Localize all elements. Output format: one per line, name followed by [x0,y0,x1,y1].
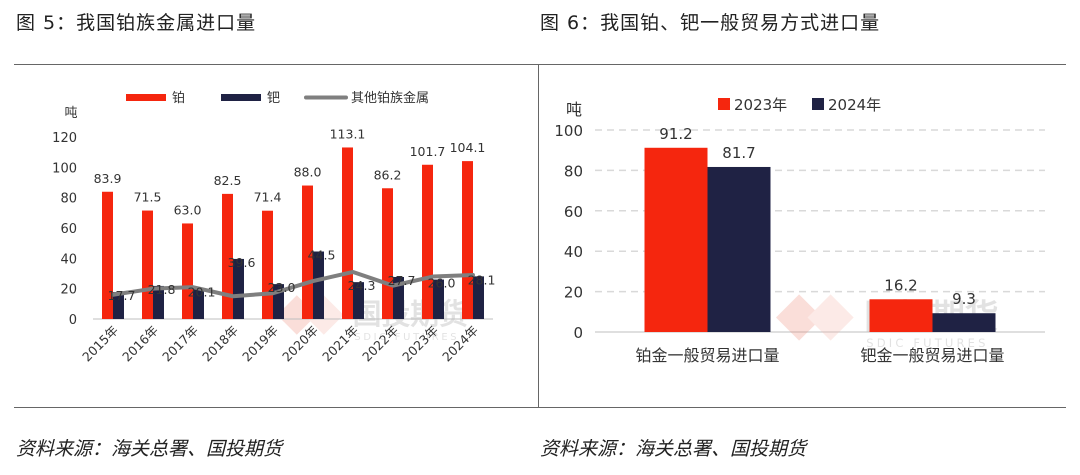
bar-palladium [233,258,244,319]
bar-platinum [342,147,353,319]
source-note-fig5: 资料来源：海关总署、国投期货 [16,438,283,460]
data-label-palladium: 17.7 [108,288,136,303]
chart-general-trade-imports: 020406080100吨国投期货SDIC FUTURES91.281.7铂金一… [554,96,1045,365]
bar-palladium [113,292,124,319]
bar-palladium [273,284,284,319]
bar-platinum [382,188,393,319]
y-unit-label: 吨 [64,106,77,121]
data-label-2024: 9.3 [952,290,976,308]
x-category-label: 2015年 [79,323,121,365]
bar-platinum [422,164,433,319]
legend-label-2023: 2023年 [734,96,787,114]
legend-label-platinum: 铂 [172,90,185,106]
source-note-fig6: 资料来源：海关总署、国投期货 [540,438,807,460]
bar-2023 [644,147,708,332]
legend-label-other-pgm: 其他铂族金属 [351,90,429,106]
x-category-label: 2017年 [159,323,201,365]
bar-platinum [462,161,473,319]
y-tick-label: 60 [60,222,77,237]
y-tick-label: 80 [564,162,583,180]
watermark-subtitle: SDIC FUTURES [354,332,459,343]
data-label-palladium: 24.3 [348,278,376,293]
bar-palladium [313,251,324,319]
data-label-platinum: 104.1 [450,140,486,155]
data-label-2023: 16.2 [884,276,917,294]
data-label-palladium: 23.0 [268,280,296,295]
y-tick-label: 20 [60,283,77,298]
data-label-palladium: 27.7 [388,273,416,288]
legend-swatch-2023 [718,98,730,110]
data-label-palladium: 21.8 [148,282,176,297]
data-label-platinum: 83.9 [94,171,122,186]
y-tick-label: 0 [573,324,583,342]
legend-swatch-palladium [221,94,261,101]
data-label-2024: 81.7 [722,144,755,162]
bar-platinum [182,223,193,319]
data-label-platinum: 71.5 [134,190,162,205]
data-label-palladium: 20.1 [188,285,216,300]
line-other-pgm [111,269,475,299]
figure-5-title: 图 5：我国铂族金属进口量 [16,12,257,34]
panel-divider [538,64,539,407]
data-label-platinum: 101.7 [410,144,446,159]
y-tick-label: 120 [52,131,77,146]
y-tick-label: 80 [60,192,77,207]
data-label-platinum: 113.1 [330,126,366,141]
data-label-platinum: 88.0 [294,165,322,180]
bar-platinum [222,193,233,319]
y-tick-label: 60 [564,203,583,221]
bar-platinum [302,185,313,319]
x-category-label: 2019年 [239,323,281,365]
figure-6-title: 图 6：我国铂、钯一般贸易方式进口量 [540,12,881,34]
bar-2023 [869,299,933,332]
bar-platinum [262,210,273,319]
x-category-label: 2016年 [119,323,161,365]
watermark-subtitle: SDIC FUTURES [866,336,988,350]
watermark-name: 国投期货 [353,297,468,331]
bar-platinum [102,191,113,319]
bar-2024 [707,166,771,332]
data-label-palladium: 26.0 [428,276,456,291]
bar-palladium [393,276,404,319]
y-unit-label: 吨 [566,100,582,119]
bar-platinum [142,210,153,319]
bar-2024 [932,313,996,332]
y-tick-label: 40 [564,243,583,261]
y-tick-label: 40 [60,252,77,267]
data-label-palladium: 44.5 [308,248,336,263]
x-category-label: 钯金一般贸易进口量 [860,346,1004,365]
x-category-label: 铂金一般贸易进口量 [635,346,779,365]
watermark-diamond-mark [807,294,854,341]
bar-palladium [433,279,444,319]
legend-label-palladium: 钯 [267,91,280,106]
watermark-diamond-mark [776,294,823,341]
bar-palladium [153,285,164,319]
x-category-label: 2018年 [199,323,241,365]
data-label-platinum: 82.5 [214,173,242,188]
bar-palladium [353,282,364,319]
y-tick-label: 100 [554,122,583,140]
y-tick-label: 20 [564,284,583,302]
data-label-palladium: 28.1 [468,272,496,287]
data-label-2023: 91.2 [659,125,692,143]
data-label-palladium: 39.6 [228,255,256,270]
data-label-platinum: 86.2 [374,167,402,182]
y-tick-label: 100 [52,161,77,176]
legend-swatch-platinum [126,94,166,101]
bar-palladium [193,288,204,319]
legend-label-2024: 2024年 [828,96,881,114]
legend-swatch-2024 [812,98,824,110]
bottom-rule [14,407,1066,408]
y-tick-label: 0 [69,313,77,328]
bar-palladium [473,276,484,319]
data-label-platinum: 71.4 [254,190,282,205]
data-label-platinum: 63.0 [174,202,202,217]
top-rule [14,64,1066,65]
